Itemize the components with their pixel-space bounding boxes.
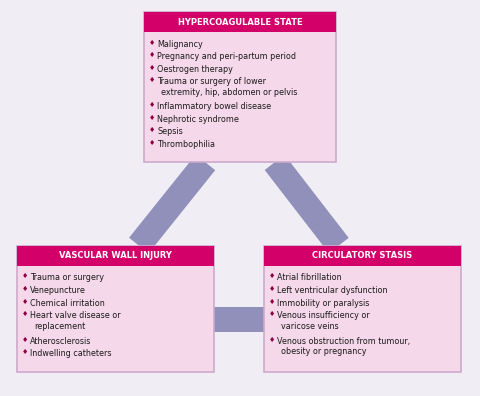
FancyBboxPatch shape bbox=[264, 246, 461, 266]
Text: ♦: ♦ bbox=[21, 299, 28, 305]
Text: obesity or pregnancy: obesity or pregnancy bbox=[281, 347, 367, 356]
Text: Chemical irritation: Chemical irritation bbox=[30, 299, 105, 308]
Text: Inflammatory bowel disease: Inflammatory bowel disease bbox=[157, 102, 272, 111]
Text: ♦: ♦ bbox=[21, 273, 28, 279]
Text: ♦: ♦ bbox=[148, 52, 155, 58]
Text: ♦: ♦ bbox=[21, 349, 28, 355]
Text: replacement: replacement bbox=[34, 322, 85, 331]
Text: Left ventricular dysfunction: Left ventricular dysfunction bbox=[277, 286, 388, 295]
Text: ♦: ♦ bbox=[148, 127, 155, 133]
Text: ♦: ♦ bbox=[268, 311, 275, 317]
Text: Venepuncture: Venepuncture bbox=[30, 286, 86, 295]
Text: HYPERCOAGULABLE STATE: HYPERCOAGULABLE STATE bbox=[178, 18, 302, 27]
Text: Indwelling catheters: Indwelling catheters bbox=[30, 349, 112, 358]
Text: Trauma or surgery of lower: Trauma or surgery of lower bbox=[157, 77, 266, 86]
Text: Pregnancy and peri-partum period: Pregnancy and peri-partum period bbox=[157, 52, 297, 61]
Text: ♦: ♦ bbox=[148, 114, 155, 121]
FancyBboxPatch shape bbox=[264, 246, 461, 372]
Text: ♦: ♦ bbox=[148, 77, 155, 83]
Text: ♦: ♦ bbox=[268, 273, 275, 279]
Text: Trauma or surgery: Trauma or surgery bbox=[30, 273, 104, 282]
Text: ♦: ♦ bbox=[148, 65, 155, 70]
Text: Thrombophilia: Thrombophilia bbox=[157, 140, 216, 148]
FancyBboxPatch shape bbox=[144, 12, 336, 32]
Text: Atrial fibrillation: Atrial fibrillation bbox=[277, 273, 342, 282]
Text: ♦: ♦ bbox=[148, 140, 155, 146]
FancyBboxPatch shape bbox=[17, 246, 214, 372]
Text: VASCULAR WALL INJURY: VASCULAR WALL INJURY bbox=[59, 251, 172, 260]
Text: ♦: ♦ bbox=[21, 311, 28, 317]
Text: extremity, hip, abdomen or pelvis: extremity, hip, abdomen or pelvis bbox=[161, 88, 298, 97]
Text: ♦: ♦ bbox=[268, 337, 275, 343]
Text: ♦: ♦ bbox=[148, 102, 155, 108]
Text: ♦: ♦ bbox=[268, 299, 275, 305]
Text: Venous insufficiency or: Venous insufficiency or bbox=[277, 311, 370, 320]
FancyBboxPatch shape bbox=[17, 246, 214, 266]
Text: varicose veins: varicose veins bbox=[281, 322, 339, 331]
Text: Oestrogen therapy: Oestrogen therapy bbox=[157, 65, 233, 74]
Text: ♦: ♦ bbox=[268, 286, 275, 292]
Text: Heart valve disease or: Heart valve disease or bbox=[30, 311, 121, 320]
Text: Sepsis: Sepsis bbox=[157, 127, 183, 136]
FancyBboxPatch shape bbox=[144, 12, 336, 162]
Text: ♦: ♦ bbox=[148, 40, 155, 46]
Text: Atherosclerosis: Atherosclerosis bbox=[30, 337, 92, 346]
Text: Nephrotic syndrome: Nephrotic syndrome bbox=[157, 114, 240, 124]
Text: ♦: ♦ bbox=[21, 337, 28, 343]
Text: Malignancy: Malignancy bbox=[157, 40, 203, 49]
Text: Immobility or paralysis: Immobility or paralysis bbox=[277, 299, 370, 308]
Text: CIRCULATORY STASIS: CIRCULATORY STASIS bbox=[312, 251, 412, 260]
Text: ♦: ♦ bbox=[21, 286, 28, 292]
Text: Venous obstruction from tumour,: Venous obstruction from tumour, bbox=[277, 337, 410, 346]
